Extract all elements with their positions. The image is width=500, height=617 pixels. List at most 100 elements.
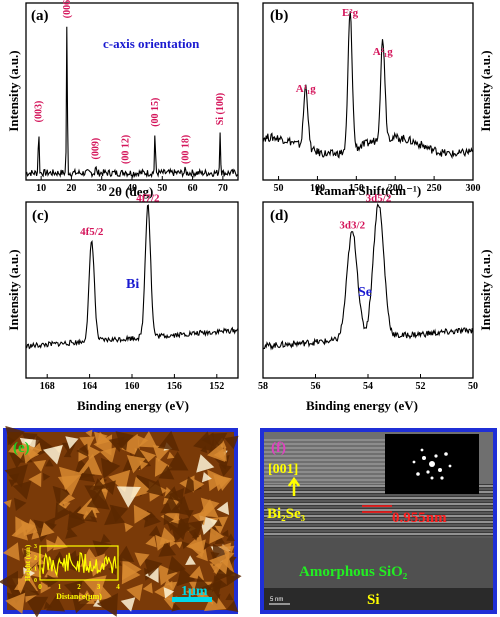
afm-grain <box>218 464 232 477</box>
x-tick-label: 300 <box>466 183 481 194</box>
x-tick-label: 200 <box>388 183 403 194</box>
afm-grain <box>207 469 228 492</box>
afm-grain <box>116 545 135 562</box>
afm-grain <box>5 425 25 446</box>
afm-grain <box>145 535 157 548</box>
panel-d: (d) Se Intensity (a.u.) Binding energy (… <box>258 193 493 413</box>
afm-grain <box>170 495 192 516</box>
panel-a-frame <box>25 2 239 181</box>
afm-grain <box>148 525 162 538</box>
inset-y-tick: 1 <box>34 567 37 573</box>
diffraction-spot <box>440 476 444 480</box>
afm-grain <box>159 527 178 546</box>
afm-grain <box>167 555 186 575</box>
afm-grain <box>189 565 205 581</box>
afm-grain <box>101 480 116 495</box>
afm-grain <box>78 466 96 483</box>
diffraction-spot <box>422 456 426 460</box>
afm-grain <box>164 578 172 586</box>
afm-grain <box>115 431 134 449</box>
afm-grain <box>83 575 107 598</box>
substrate-label: Si <box>367 592 380 608</box>
afm-grain <box>186 587 194 596</box>
afm-grain <box>157 430 180 451</box>
afm-grain <box>86 488 110 510</box>
afm-grain <box>21 442 42 464</box>
afm-grain <box>145 567 159 583</box>
afm-grain <box>171 602 181 612</box>
lattice-fringes <box>264 439 493 538</box>
afm-grain <box>24 439 33 448</box>
diffraction-spot <box>438 468 442 472</box>
x-tick-label: 100 <box>310 183 325 194</box>
afm-grain <box>0 570 18 593</box>
afm-grain <box>158 540 177 557</box>
afm-grain <box>124 522 134 533</box>
afm-grain <box>93 478 106 491</box>
peak-label: 3d5/2 <box>366 193 392 205</box>
panel-b-label: (b) <box>270 8 288 24</box>
film-label: Bi₂Se₃ <box>267 506 306 522</box>
afm-grain <box>78 453 103 476</box>
scale-bar <box>172 597 212 602</box>
afm-grain <box>154 580 173 603</box>
afm-grain <box>44 565 59 578</box>
diffraction-spot <box>429 461 435 467</box>
diffraction-spot <box>448 464 452 468</box>
saed-diffraction-spots <box>412 448 452 480</box>
afm-grain <box>83 509 98 523</box>
panel-c-ticks: 168 164 160 156 152 <box>40 374 224 392</box>
peak-label: 4f7/2 <box>136 193 160 205</box>
afm-grain <box>209 527 225 544</box>
x-tick-label: 56 <box>311 381 321 392</box>
afm-grain <box>142 582 153 594</box>
afm-grain <box>47 574 59 588</box>
afm-grain <box>175 541 183 549</box>
peak-label: 4f5/2 <box>80 226 104 238</box>
afm-grain <box>137 435 149 448</box>
height-profile-inset: Height (nm) Distance(μm) 0 1 2 3 4 0 1 2 3 <box>24 544 120 601</box>
x-tick-label: 164 <box>82 381 97 392</box>
afm-grain <box>41 577 49 585</box>
panel-d-xlabel: Binding energy (eV) <box>306 398 418 413</box>
afm-grain <box>181 541 190 550</box>
x-tick-label: 40 <box>127 183 137 194</box>
afm-grain <box>78 592 88 602</box>
afm-grain <box>23 548 32 558</box>
afm-grain <box>57 475 82 497</box>
afm-grain <box>96 431 110 446</box>
afm-grain <box>176 566 196 587</box>
afm-grain <box>134 552 150 567</box>
panel-d-peak-labels: 3d3/2 3d5/2 <box>339 193 391 232</box>
peak-label: Si (100) <box>215 93 226 126</box>
lattice-spacing-label: 0.955nm <box>392 510 447 526</box>
xps-bi-spectrum-line <box>25 204 239 350</box>
afm-grain <box>12 480 32 500</box>
afm-grain <box>225 593 234 601</box>
afm-grain <box>209 552 230 575</box>
x-tick-label: 20 <box>66 183 76 194</box>
inset-x-tick: 0 <box>38 583 42 591</box>
afm-grain <box>167 451 175 459</box>
x-tick-label: 50 <box>468 381 478 392</box>
afm-grain <box>94 553 106 566</box>
direction-arrow-icon <box>287 476 301 496</box>
afm-grain <box>188 539 206 558</box>
diffraction-spot <box>420 448 424 452</box>
panel-b-ylabel: Intensity (a.u.) <box>478 50 493 131</box>
scale-bar-label: 1μm <box>181 584 208 599</box>
afm-grain <box>168 488 185 505</box>
x-tick-label: 50 <box>157 183 167 194</box>
afm-grain <box>163 513 174 526</box>
direction-label: [001] <box>268 462 298 477</box>
afm-grain <box>126 454 146 474</box>
afm-grain <box>96 593 118 617</box>
peak-label: A²₁g <box>373 46 394 58</box>
inset-x-tick: 2 <box>77 583 81 591</box>
afm-grain <box>37 557 46 566</box>
panel-c-xlabel: Binding energy (eV) <box>77 398 189 413</box>
afm-grain <box>120 597 136 612</box>
inset-ylabel: Height (nm) <box>24 544 32 581</box>
panel-a-ticks: 10 20 30 40 50 60 70 <box>36 176 228 194</box>
afm-grain <box>43 472 51 481</box>
